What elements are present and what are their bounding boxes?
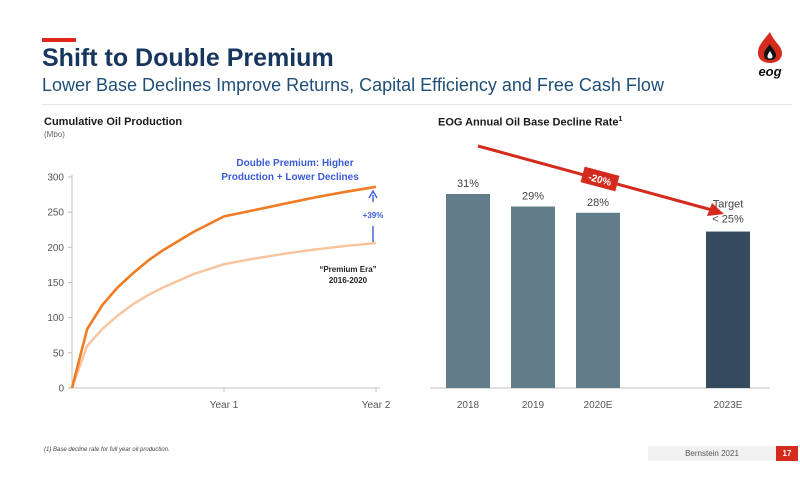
flame-icon bbox=[758, 32, 782, 63]
bar-2018 bbox=[446, 194, 490, 388]
x-tick-label: 2018 bbox=[457, 400, 480, 411]
bar-value-label: 31% bbox=[457, 178, 479, 190]
x-tick-label: 2019 bbox=[522, 400, 545, 411]
right-chart-title: EOG Annual Oil Base Decline Rate1 bbox=[438, 116, 622, 129]
source-label: Bernstein 2021 bbox=[648, 446, 776, 461]
bar-2020E bbox=[576, 212, 620, 388]
double-premium-label-line1: Double Premium: Higher bbox=[236, 158, 353, 169]
double-premium-label-line2: Production + Lower Declines bbox=[221, 172, 359, 183]
target-label-line2: < 25% bbox=[712, 214, 744, 226]
trend-badge: -20% bbox=[580, 166, 620, 192]
y-tick-label: 0 bbox=[58, 384, 64, 395]
y-tick-label: 50 bbox=[53, 348, 65, 359]
premium-era-label-line1: “Premium Era” bbox=[319, 265, 376, 274]
right-chart-title-footnote-mark: 1 bbox=[618, 116, 623, 123]
bar-value-label: 29% bbox=[522, 191, 544, 203]
page-subtitle: Lower Base Declines Improve Returns, Cap… bbox=[42, 75, 664, 95]
premium-era-label-line2: 2016-2020 bbox=[329, 276, 368, 285]
bar-value-label: 28% bbox=[587, 197, 609, 209]
header-divider bbox=[42, 104, 792, 105]
eog-logo: eog bbox=[752, 30, 788, 82]
bar-2023E bbox=[706, 231, 750, 388]
footnote: (1) Base decline rate for full year oil … bbox=[44, 447, 170, 453]
y-tick-label: 250 bbox=[47, 208, 64, 219]
decline-rate-bar-chart: 2018 31% 2019 29% 2020E 28% 2023E Target < 25% -2… bbox=[430, 144, 770, 411]
left-chart-unit: (Mbo) bbox=[44, 130, 65, 139]
x-tick-label: Year 1 bbox=[210, 400, 239, 411]
increase-arrow-head bbox=[368, 189, 378, 199]
page-title: Shift to Double Premium bbox=[42, 44, 334, 72]
y-tick-label: 100 bbox=[47, 313, 64, 324]
premium-era-line bbox=[70, 241, 377, 389]
page-number: 17 bbox=[776, 446, 798, 461]
x-tick-label: Year 2 bbox=[362, 400, 391, 411]
x-tick-label: 2020E bbox=[584, 400, 613, 411]
left-chart-title: Cumulative Oil Production bbox=[44, 116, 183, 128]
logo-wordmark: eog bbox=[758, 64, 782, 79]
y-tick-label: 300 bbox=[47, 173, 64, 184]
cumulative-oil-line-chart: 0 50 100 150 200 250 300 Year 1 Year 2 Double Pre… bbox=[47, 158, 391, 411]
right-chart-title-text: EOG Annual Oil Base Decline Rate bbox=[438, 116, 619, 129]
y-tick-label: 150 bbox=[47, 278, 64, 289]
trend-arrow-head bbox=[707, 203, 724, 216]
double-premium-line bbox=[70, 185, 377, 389]
x-tick-label: 2023E bbox=[714, 400, 743, 411]
increase-label: +39% bbox=[363, 211, 384, 220]
bar-2019 bbox=[511, 206, 555, 388]
target-label-line1: Target bbox=[713, 199, 744, 211]
title-accent-bar bbox=[42, 38, 76, 42]
trend-badge-bg bbox=[580, 166, 620, 192]
y-tick-label: 200 bbox=[47, 243, 64, 254]
